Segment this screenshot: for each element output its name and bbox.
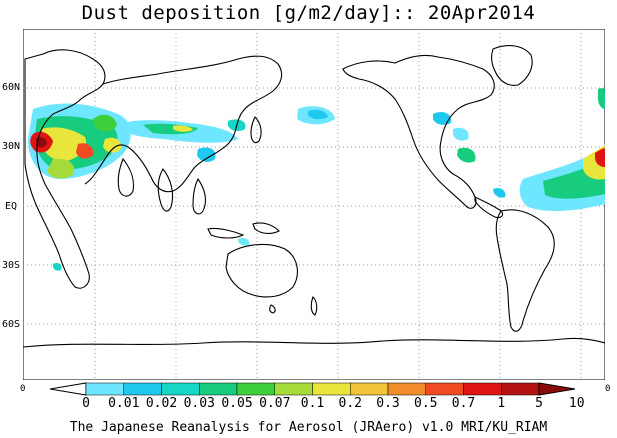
colorbar-cell xyxy=(85,382,124,396)
lat-label-30s: 30S xyxy=(2,260,21,271)
colorbar-cell xyxy=(312,382,351,396)
colorbar-tick-label: 0.5 xyxy=(414,396,438,411)
colorbar-tick-label: 10 xyxy=(568,396,585,411)
colorbar-cell xyxy=(501,382,540,396)
colorbar-tick-label: 0.3 xyxy=(376,396,400,411)
colorbar-cell xyxy=(463,382,502,396)
map-title: Dust deposition [g/m2/day]:: 20Apr2014 xyxy=(81,2,536,24)
colorbar-tick-label: 0 xyxy=(82,396,90,411)
colorbar-tick-label: 0.1 xyxy=(300,396,325,411)
footer-credit: The Japanese Reanalysis for Aerosol (JRA… xyxy=(69,420,548,435)
lat-label-60n: 60N xyxy=(2,82,21,93)
lat-label-60s: 60S xyxy=(2,319,21,330)
map-panel xyxy=(23,29,605,380)
colorbar-cell xyxy=(161,382,200,396)
dust-shading xyxy=(28,88,605,271)
colorbar-tick-label: 5 xyxy=(535,396,543,411)
colorbar-end-right: 0 xyxy=(605,384,611,394)
lat-label-30n: 30N xyxy=(2,141,21,152)
coastlines xyxy=(23,45,605,348)
colorbar-tick-label: 0.07 xyxy=(259,396,291,411)
colorbar-tick-label: 0.01 xyxy=(108,396,140,411)
colorbar-tick-label: 0.03 xyxy=(183,396,215,411)
colorbar-cell xyxy=(236,382,275,396)
colorbar-cell xyxy=(274,382,313,396)
world-map xyxy=(23,29,605,380)
colorbar-tick-label: 0.02 xyxy=(145,396,178,411)
colorbar-cell xyxy=(123,382,162,396)
colorbar-cell xyxy=(387,382,426,396)
colorbar-cell xyxy=(350,382,389,396)
colorbar-tick-label: 0.2 xyxy=(338,396,362,411)
colorbar-tick-label: 0.05 xyxy=(221,396,253,411)
colorbar-end-left: 0 xyxy=(20,384,26,394)
colorbar-cell xyxy=(199,382,238,396)
colorbar-cell xyxy=(425,382,464,396)
colorbar-tick-label: 1 xyxy=(497,396,506,411)
colorbar-arrow-right xyxy=(538,382,576,396)
colorbar-arrow-left xyxy=(49,382,87,396)
lat-label-eq: EQ xyxy=(5,201,18,212)
colorbar-tick-label: 0.7 xyxy=(451,396,476,411)
colorbar-cells xyxy=(49,382,576,396)
